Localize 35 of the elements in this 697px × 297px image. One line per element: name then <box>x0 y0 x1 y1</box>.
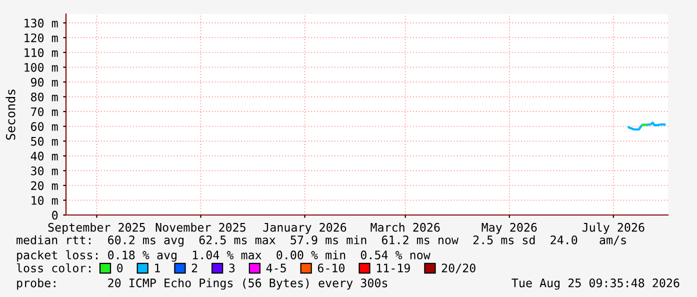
legend-label: 4-5 <box>266 264 286 272</box>
legend-label: 20/20 <box>442 264 476 274</box>
y-tick-label: 130 m <box>24 18 58 28</box>
x-tick-label: March 2026 <box>370 222 440 232</box>
x-tick-label: November 2025 <box>156 222 246 232</box>
y-tick-label: 50 m <box>31 136 58 146</box>
x-tick-label: July 2026 <box>582 222 644 234</box>
text: median rtt: 60.2 ms avg 62.5 ms max 57.9 ms min 61.2 ms now 2.5 ms sd 24.0 am/s <box>16 235 626 247</box>
x-tick-label: September 2025 <box>48 222 145 234</box>
legend-label: 1 <box>155 264 160 272</box>
legend-label: 3 <box>229 264 235 272</box>
legend-label: 6-10 <box>318 264 345 272</box>
y-tick-label: 20 m <box>31 181 58 190</box>
x-tick-label: January 2026 <box>263 222 346 234</box>
legend-label: 11-19 <box>376 264 410 272</box>
y-tick-label: 100 m <box>24 63 58 72</box>
y-tick-label: 70 m <box>31 107 58 116</box>
y-tick-label: 40 m <box>30 152 58 161</box>
y-tick-label: 80 m <box>31 92 58 102</box>
y-axis-title: Seconds <box>6 90 16 140</box>
y-tick-label: 60 m <box>31 122 58 131</box>
x-tick-label: May 2026 <box>482 222 537 234</box>
text: packet loss: 0.18 % avg 1.04 % max 0.00 % min 0.54 % now <box>17 250 430 262</box>
legend-label: 2 <box>192 264 198 272</box>
line-series <box>628 122 666 131</box>
y-tick-label: 30 m <box>31 166 58 176</box>
y-tick-label: 10 m <box>32 196 58 205</box>
text: probe: 20 ICMP Echo Pings (56 Bytes) every 300s <box>17 278 388 290</box>
y-tick-label: 110 m <box>24 48 58 58</box>
y-tick-label: 0 <box>52 210 58 220</box>
y-tick-label: 90 m <box>30 78 58 87</box>
legend-title: loss color: <box>16 263 90 272</box>
legend-label: 0 <box>117 264 123 272</box>
text: Tue Aug 25 09:35:48 2026 <box>512 278 680 290</box>
y-tick-label: 120 m <box>24 33 58 42</box>
